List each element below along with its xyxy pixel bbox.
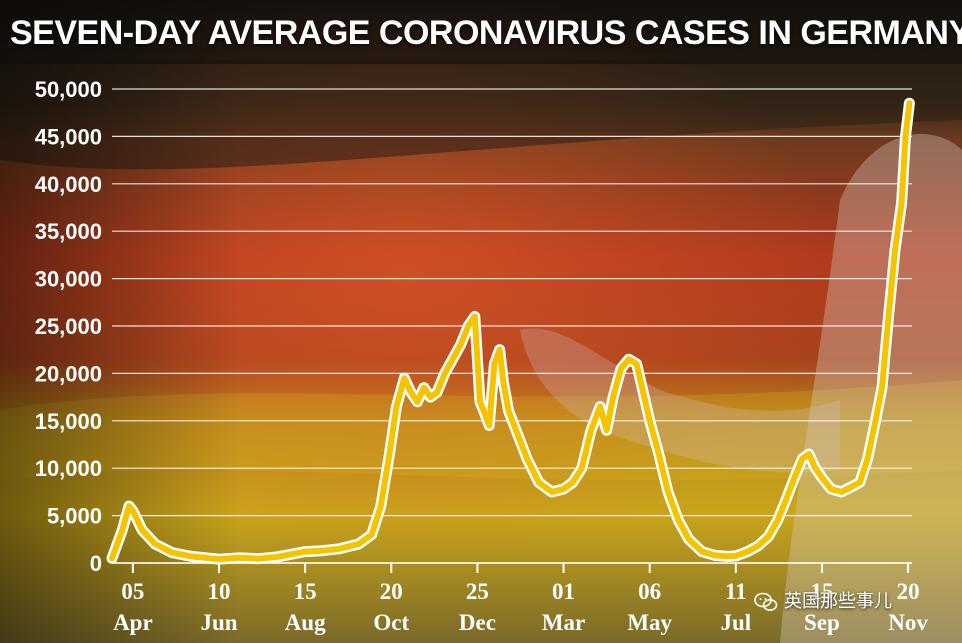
y-tick-label: 15,000 bbox=[35, 409, 102, 434]
watermark: 英国那些事儿 bbox=[754, 588, 930, 616]
y-tick-label: 25,000 bbox=[35, 314, 102, 339]
x-tick-label-month: Apr bbox=[113, 610, 153, 635]
x-tick-label-month: Jul bbox=[720, 610, 751, 635]
x-tick-label-month: May bbox=[627, 610, 672, 635]
x-tick-label-day: 20 bbox=[897, 579, 920, 604]
x-tick-label-day: 11 bbox=[725, 579, 747, 604]
y-tick-label: 45,000 bbox=[35, 124, 102, 149]
x-tick-label-day: 05 bbox=[121, 579, 144, 604]
y-tick-label: 50,000 bbox=[35, 77, 102, 102]
y-tick-label: 40,000 bbox=[35, 172, 102, 197]
y-tick-label: 0 bbox=[90, 551, 102, 576]
x-tick-label-month: Nov bbox=[888, 610, 928, 635]
chart-title: SEVEN-DAY AVERAGE CORONAVIRUS CASES IN G… bbox=[10, 14, 962, 52]
x-tick-label-month: Oct bbox=[373, 610, 409, 635]
watermark-text: 英国那些事儿 bbox=[784, 591, 892, 612]
series-line bbox=[109, 100, 913, 563]
x-tick-label-day: 15 bbox=[810, 579, 833, 604]
x-tick-label-month: Aug bbox=[285, 610, 326, 635]
x-tick-label-day: 01 bbox=[552, 579, 575, 604]
x-tick-label-day: 10 bbox=[208, 579, 231, 604]
x-tick-label-month: Mar bbox=[542, 610, 585, 635]
y-tick-label: 30,000 bbox=[35, 267, 102, 292]
x-tick-label-month: Sep bbox=[804, 610, 840, 635]
x-tick-label-day: 06 bbox=[638, 579, 661, 604]
x-tick-label-month: Dec bbox=[459, 610, 496, 635]
y-tick-label: 5,000 bbox=[47, 504, 102, 529]
x-tick-label-day: 15 bbox=[294, 579, 317, 604]
x-tick-label-month: Jun bbox=[200, 610, 237, 635]
x-tick-label-day: 25 bbox=[466, 579, 489, 604]
y-tick-label: 10,000 bbox=[35, 456, 102, 481]
x-tick-label-day: 20 bbox=[380, 579, 403, 604]
wechat-icon bbox=[754, 592, 778, 611]
y-tick-label: 35,000 bbox=[35, 219, 102, 244]
y-tick-label: 20,000 bbox=[35, 361, 102, 386]
